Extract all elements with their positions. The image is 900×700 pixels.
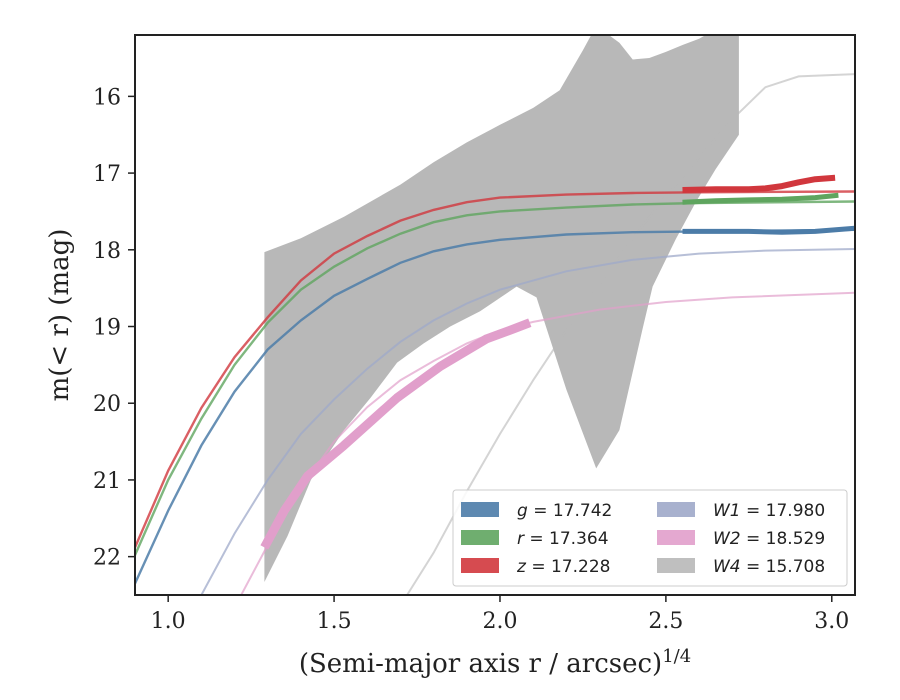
y-tick-label: 22: [93, 546, 121, 571]
series-g-model-curve: [135, 228, 855, 584]
legend-swatch: [461, 530, 499, 545]
series-W4-band: [264, 35, 739, 582]
y-tick-label: 18: [93, 239, 121, 264]
x-tick-label: 1.0: [151, 609, 186, 634]
x-tick-label: 3.0: [814, 609, 849, 634]
legend-swatch: [657, 558, 695, 573]
y-tick-label: 17: [93, 162, 121, 187]
legend-swatch: [657, 502, 695, 517]
series-r-model-curve: [135, 200, 855, 556]
x-tick-label: 2.5: [648, 609, 683, 634]
y-tick-label: 19: [93, 316, 121, 341]
series-W2-measured-profile: [260, 318, 532, 550]
legend: g = 17.742 r = 17.364 z = 17.228 W1 = 17.98…: [452, 489, 848, 587]
y-tick-label: 21: [93, 469, 121, 494]
series-W4-model-curve: [406, 73, 855, 595]
legend-label: r = 17.364: [517, 529, 609, 549]
x-tick-label: 2.0: [482, 609, 517, 634]
plot-frame: [134, 34, 856, 596]
x-tick-label: 1.5: [317, 609, 352, 634]
y-tick-label: 16: [93, 85, 121, 110]
series-r-measured-profile: [682, 192, 839, 205]
series-W1-model-curve: [200, 248, 855, 595]
series-layer: [135, 35, 855, 595]
series-z-measured-profile: [682, 174, 836, 193]
legend-label: z = 17.228: [516, 557, 610, 577]
x-axis-label: (Semi-major axis r / arcsec)1/4: [299, 646, 691, 679]
legend-label: W2 = 18.529: [713, 529, 825, 549]
series-g-measured-profile: [682, 225, 855, 235]
legend-frame: [452, 489, 848, 587]
legend-label: W1 = 17.980: [713, 501, 825, 521]
y-tick-label: 20: [93, 392, 121, 417]
legend-swatch: [657, 530, 695, 545]
legend-label: g = 17.742: [517, 501, 612, 521]
y-axis-label: m(< r) (mag): [45, 229, 75, 402]
legend-swatch: [461, 558, 499, 573]
legend-label: W4 = 15.708: [713, 557, 825, 577]
ticks-layer: 1.0 1.5 2.0 2.5 3.0 16 17 18 19 20 21 22: [93, 85, 849, 634]
legend-swatch: [461, 502, 499, 517]
series-z-model-curve: [135, 190, 855, 548]
